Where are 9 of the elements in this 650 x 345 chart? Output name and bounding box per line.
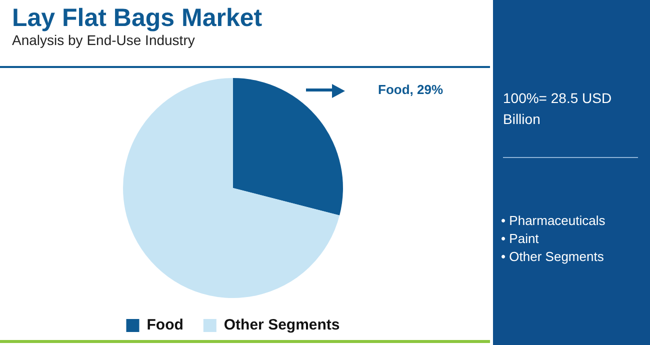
chart-title: Lay Flat Bags Market: [12, 4, 262, 33]
legend-label: Food: [146, 316, 184, 334]
text: Food, 29%: [378, 82, 444, 97]
chart-subtitle: Analysis by End-Use Industry: [12, 32, 195, 48]
text: • Other Segments: [501, 248, 605, 266]
legend-label: Other Segments: [224, 316, 340, 334]
text: 100%= 28.5 USD Billion: [503, 89, 613, 129]
text: • Pharmaceuticals: [501, 212, 606, 230]
text: • Paint: [501, 230, 540, 248]
